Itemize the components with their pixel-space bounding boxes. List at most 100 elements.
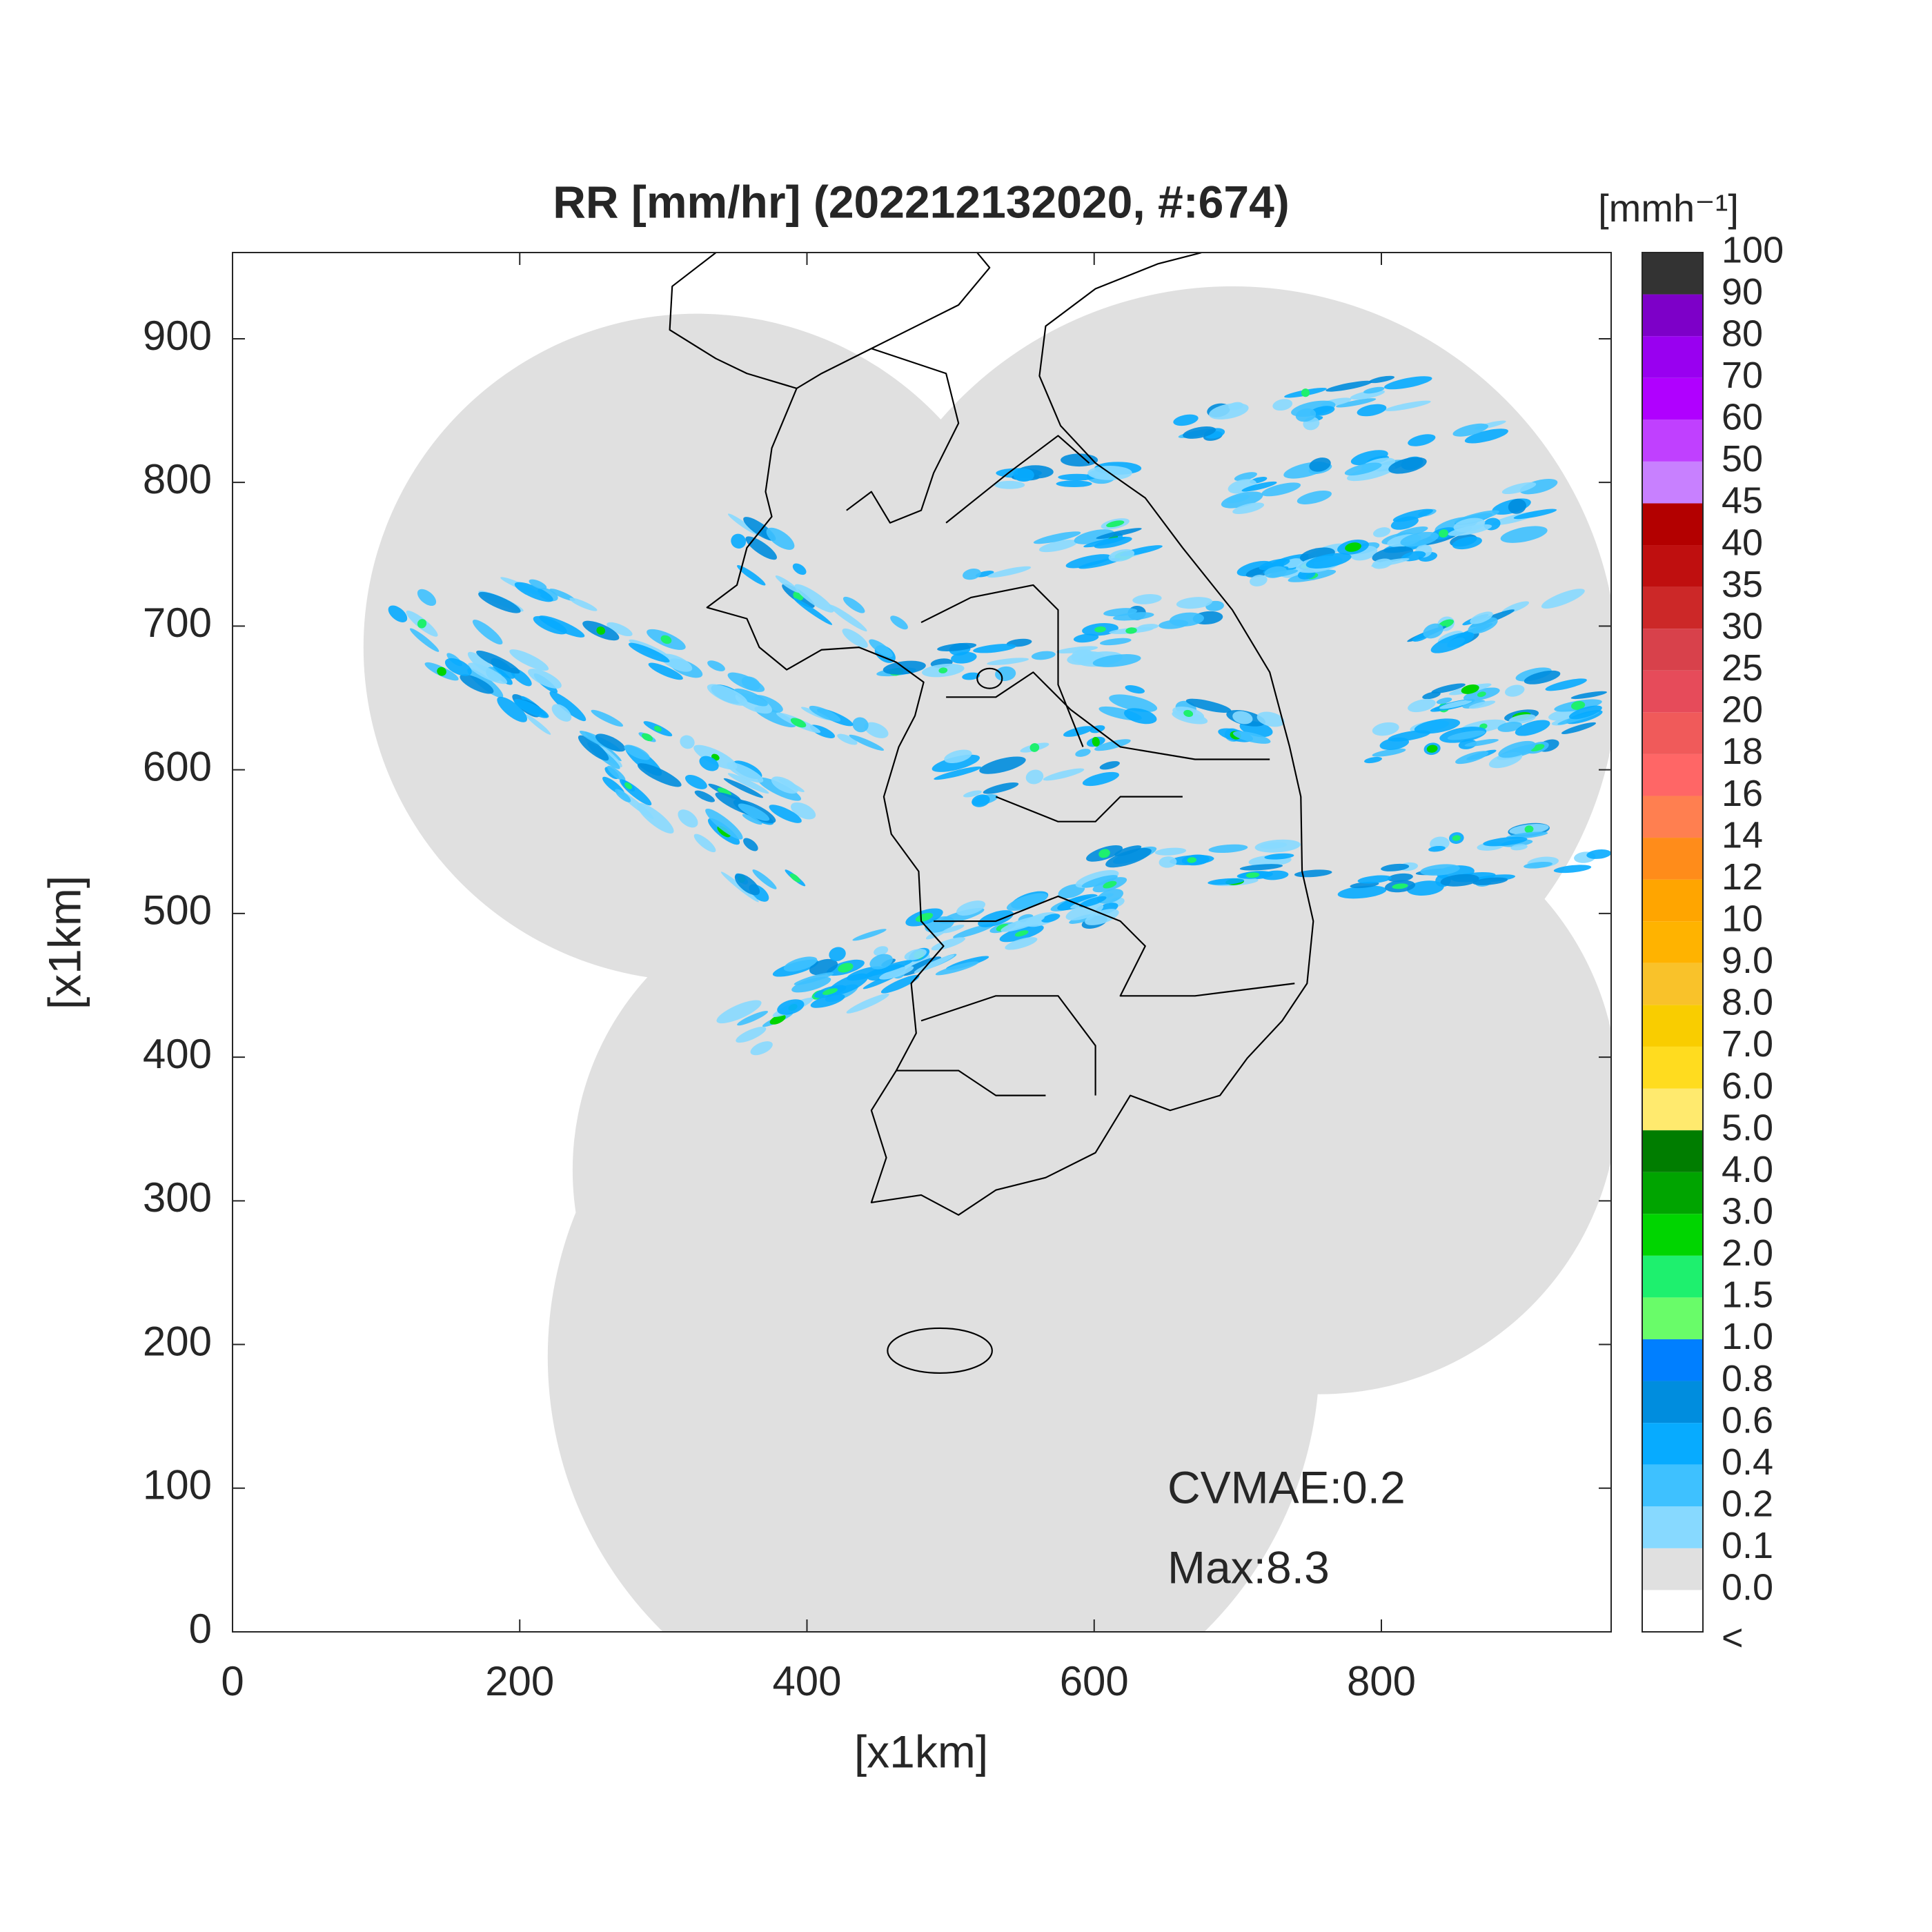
echo [1501, 482, 1537, 495]
annotation: Max:8.3 [1167, 1541, 1330, 1593]
echo [591, 709, 624, 727]
echo [846, 993, 889, 1014]
colorbar-box [1642, 1255, 1703, 1298]
y-tick-label: 400 [143, 1031, 212, 1077]
colorbar-label: 100 [1722, 229, 1784, 270]
echo [1071, 649, 1094, 664]
colorbar-box [1642, 629, 1703, 671]
echo [1336, 398, 1377, 408]
echo [1337, 885, 1387, 899]
echo [1264, 853, 1294, 860]
echo [1081, 875, 1118, 888]
echo [693, 834, 716, 853]
x-tick-label: 400 [772, 1658, 841, 1704]
colorbar-label: 6.0 [1722, 1065, 1773, 1107]
echo [513, 699, 549, 718]
echo [874, 946, 889, 956]
echo [1497, 721, 1523, 732]
echo [1586, 849, 1611, 859]
echo-core [717, 787, 731, 796]
colorbar-box [1642, 545, 1703, 587]
echo-core [1426, 745, 1438, 753]
echo [829, 947, 846, 962]
echo [1414, 718, 1461, 734]
echo [1169, 612, 1204, 627]
echo-core [653, 725, 662, 732]
colorbar-label: 12 [1722, 856, 1763, 898]
echo [1058, 884, 1085, 899]
echo [1309, 457, 1331, 472]
echo [1384, 376, 1432, 390]
echo [1468, 617, 1498, 634]
y-tick-label: 500 [143, 887, 212, 934]
y-tick-label: 200 [143, 1318, 212, 1364]
echo-core [938, 667, 948, 673]
colorbar-box [1642, 838, 1703, 880]
echo [837, 733, 858, 745]
echo [551, 704, 572, 722]
echo [727, 773, 769, 794]
colorbar-box [1642, 1381, 1703, 1423]
x-axis-label: [x1km] [854, 1726, 988, 1777]
echo [951, 651, 977, 664]
echo [1159, 856, 1177, 868]
colorbar-label: 30 [1722, 605, 1763, 647]
colorbar-label: 80 [1722, 313, 1763, 354]
map-layer [363, 253, 1611, 1633]
echo [1000, 916, 1045, 932]
colorbar-box [1642, 963, 1703, 1005]
echo [1103, 608, 1138, 617]
echo-core [1092, 736, 1100, 747]
echo-core [1570, 700, 1586, 710]
echo [637, 763, 682, 787]
colorbar-box [1642, 586, 1703, 629]
colorbar-label: 35 [1722, 564, 1763, 605]
echo [1065, 903, 1104, 920]
echo [962, 672, 980, 680]
echo-core [1106, 520, 1125, 528]
echo [1363, 386, 1385, 394]
colorbar-label: 90 [1722, 271, 1763, 313]
echo-core [1345, 542, 1361, 552]
chart-title: RR [mm/hr] (202212132020, #:674) [553, 176, 1290, 227]
echo [1075, 749, 1091, 757]
colorbar-box [1642, 921, 1703, 963]
echo [727, 513, 760, 536]
echo [727, 672, 765, 692]
echo-core [596, 627, 606, 635]
echo [1232, 502, 1265, 514]
colorbar-label: 10 [1722, 898, 1763, 939]
colorbar-label: 50 [1722, 438, 1763, 480]
echo [793, 972, 834, 985]
echo [1109, 694, 1158, 713]
echo [829, 604, 867, 632]
colorbar-label: 70 [1722, 355, 1763, 396]
echo-layer [388, 375, 1611, 1056]
echo-core [417, 619, 427, 629]
echo [975, 571, 994, 578]
echo [476, 650, 520, 674]
echo [528, 669, 562, 689]
echo-core [624, 782, 633, 789]
y-tick-label: 100 [143, 1462, 212, 1508]
colorbar-box [1642, 1088, 1703, 1131]
echo [810, 994, 845, 1008]
echo [766, 527, 795, 550]
colorbar-title: [mmh⁻¹] [1598, 186, 1739, 230]
echo [1154, 847, 1187, 856]
echo [509, 649, 549, 671]
colorbar-box [1642, 294, 1703, 337]
echo [1294, 869, 1332, 878]
echo [963, 569, 981, 580]
echo [1515, 720, 1550, 736]
echo [716, 1000, 762, 1024]
echo [1249, 575, 1268, 586]
colorbar-box [1642, 1506, 1703, 1548]
echo [1099, 638, 1132, 646]
echo [1400, 531, 1439, 547]
colorbar-label: 5.0 [1722, 1107, 1773, 1148]
echo [1464, 738, 1499, 747]
colorbar-box [1642, 1046, 1703, 1089]
y-tick-label: 900 [143, 313, 212, 359]
echo-core [1125, 627, 1137, 634]
